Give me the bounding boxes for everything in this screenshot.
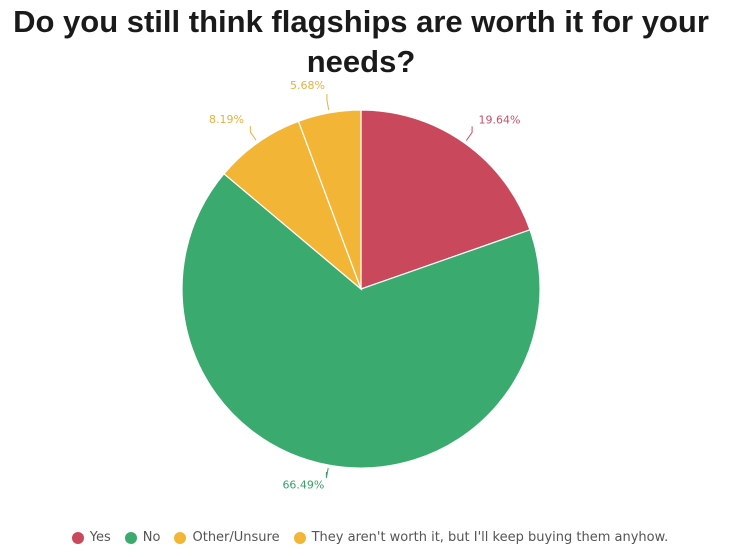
leader-line-2 [249,126,257,141]
data-label-1: 66.49% [282,479,324,492]
pie-slice-3 [297,109,362,290]
legend-item-0[interactable]: Yes [71,530,111,545]
legend-label: Yes [89,530,111,545]
legend-label: Other/Unsure [192,530,280,545]
legend-item-3[interactable]: They aren't worth it, but I'll keep buyi… [293,530,669,545]
legend-label: No [142,530,161,545]
chart-title: Do you still think flagships are worth i… [13,4,709,79]
legend: Yes No Other/Unsure They aren't worth it, b… [0,530,740,545]
data-label-0: 19.64% [478,113,520,126]
leader-line-1 [325,467,329,478]
data-label-3: 5.68% [290,79,325,92]
legend-item-1[interactable]: No [124,530,161,545]
data-label-2: 8.19% [209,113,244,126]
legend-item-2[interactable]: Other/Unsure [174,530,280,545]
legend-swatch [124,531,137,544]
pie-slice-1 [181,172,541,469]
pie-slice-2 [223,120,363,291]
legend-swatch [293,531,306,544]
legend-swatch [174,531,187,544]
leader-line-0 [465,126,473,141]
legend-swatch [71,531,84,544]
legend-label: They aren't worth it, but I'll keep buyi… [311,530,669,545]
leader-line-3 [326,94,330,110]
